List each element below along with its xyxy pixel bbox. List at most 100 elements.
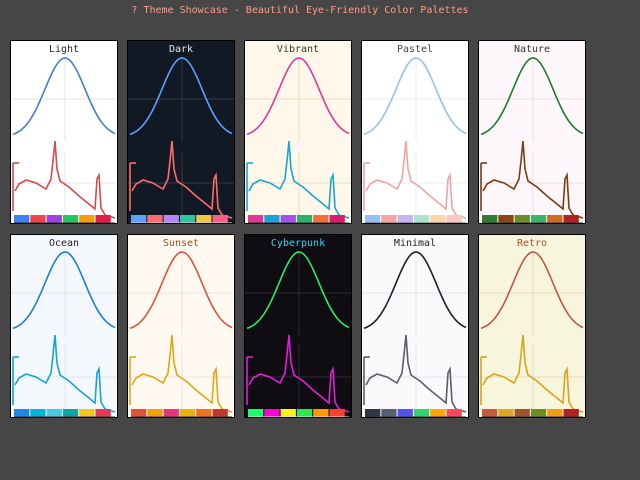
color-swatch bbox=[147, 215, 163, 223]
theme-card-nature: Nature bbox=[478, 40, 586, 224]
color-swatch bbox=[79, 215, 95, 223]
color-swatch bbox=[248, 215, 264, 223]
color-swatch bbox=[446, 409, 462, 417]
color-swatch bbox=[498, 409, 514, 417]
color-swatch bbox=[482, 409, 498, 417]
color-swatch bbox=[131, 409, 147, 417]
color-swatch bbox=[530, 409, 547, 417]
theme-name-label: Dark bbox=[168, 44, 194, 55]
theme-preview-plot bbox=[128, 251, 234, 417]
signal-wave-line bbox=[482, 334, 584, 413]
color-swatch bbox=[147, 409, 163, 417]
theme-card-cyberpunk: Cyberpunk bbox=[244, 234, 352, 418]
color-swatch bbox=[381, 215, 397, 223]
color-swatch bbox=[563, 215, 579, 223]
color-swatch bbox=[163, 409, 179, 417]
bell-curve-line bbox=[246, 57, 350, 136]
bell-curve-line bbox=[12, 57, 116, 136]
color-swatch bbox=[430, 215, 446, 223]
signal-wave-line bbox=[14, 140, 116, 219]
color-swatch bbox=[329, 215, 345, 223]
color-swatch bbox=[30, 409, 46, 417]
color-swatch bbox=[14, 409, 30, 417]
theme-preview-plot bbox=[362, 57, 468, 223]
color-swatch bbox=[95, 215, 111, 223]
color-swatch bbox=[313, 409, 329, 417]
bell-curve-line bbox=[480, 57, 584, 136]
color-swatch bbox=[381, 409, 397, 417]
color-swatch bbox=[413, 409, 430, 417]
signal-wave-line bbox=[365, 140, 467, 219]
theme-card-ocean: Ocean bbox=[10, 234, 118, 418]
bell-curve-line bbox=[129, 57, 233, 136]
color-swatch bbox=[179, 215, 196, 223]
color-swatch bbox=[498, 215, 514, 223]
signal-wave-line bbox=[248, 334, 350, 413]
color-swatch bbox=[530, 215, 547, 223]
theme-name-label: Ocean bbox=[48, 238, 80, 249]
theme-name-label: Minimal bbox=[393, 238, 437, 249]
theme-card-pastel: Pastel bbox=[361, 40, 469, 224]
color-swatch bbox=[62, 409, 79, 417]
theme-preview-plot bbox=[245, 251, 351, 417]
color-swatch bbox=[280, 409, 296, 417]
color-swatch bbox=[430, 409, 446, 417]
color-swatch bbox=[446, 215, 462, 223]
theme-card-vibrant: Vibrant bbox=[244, 40, 352, 224]
theme-preview-plot bbox=[479, 251, 585, 417]
color-swatch bbox=[313, 215, 329, 223]
theme-name-label: Pastel bbox=[396, 44, 434, 55]
theme-preview-plot bbox=[11, 57, 117, 223]
color-swatch bbox=[248, 409, 264, 417]
theme-name-label: Light bbox=[48, 44, 80, 55]
color-swatch bbox=[79, 409, 95, 417]
theme-name-label: Sunset bbox=[162, 238, 200, 249]
theme-name-label: Vibrant bbox=[276, 44, 320, 55]
signal-wave-line bbox=[131, 334, 233, 413]
theme-preview-plot bbox=[128, 57, 234, 223]
color-swatch bbox=[280, 215, 296, 223]
theme-preview-plot bbox=[479, 57, 585, 223]
color-swatch bbox=[196, 215, 212, 223]
bell-curve-line bbox=[363, 57, 467, 136]
bell-curve-line bbox=[12, 251, 116, 330]
color-swatch bbox=[329, 409, 345, 417]
signal-wave-line bbox=[14, 334, 116, 413]
theme-name-label: Cyberpunk bbox=[270, 238, 326, 249]
color-swatch bbox=[179, 409, 196, 417]
color-swatch bbox=[212, 215, 228, 223]
theme-card-retro: Retro bbox=[478, 234, 586, 418]
color-swatch bbox=[62, 215, 79, 223]
color-swatch bbox=[365, 215, 381, 223]
bell-curve-line bbox=[246, 251, 350, 330]
bell-curve-line bbox=[129, 251, 233, 330]
color-swatch bbox=[131, 215, 147, 223]
color-swatch bbox=[14, 215, 30, 223]
color-swatch bbox=[514, 215, 530, 223]
theme-preview-plot bbox=[362, 251, 468, 417]
color-swatch bbox=[196, 409, 212, 417]
color-swatch bbox=[514, 409, 530, 417]
theme-card-dark: Dark bbox=[127, 40, 235, 224]
color-swatch bbox=[296, 215, 313, 223]
signal-wave-line bbox=[482, 140, 584, 219]
theme-card-light: Light bbox=[10, 40, 118, 224]
theme-card-sunset: Sunset bbox=[127, 234, 235, 418]
color-swatch bbox=[95, 409, 111, 417]
theme-name-label: Retro bbox=[516, 238, 548, 249]
bell-curve-line bbox=[363, 251, 467, 330]
color-swatch bbox=[365, 409, 381, 417]
color-swatch bbox=[296, 409, 313, 417]
signal-wave-line bbox=[248, 140, 350, 219]
color-swatch bbox=[397, 409, 413, 417]
theme-preview-plot bbox=[245, 57, 351, 223]
app-title: ? Theme Showcase - Beautiful Eye-Friendl… bbox=[131, 5, 469, 16]
color-swatch bbox=[547, 409, 563, 417]
theme-name-label: Nature bbox=[513, 44, 551, 55]
color-swatch bbox=[264, 215, 280, 223]
bell-curve-line bbox=[480, 251, 584, 330]
color-swatch bbox=[46, 215, 62, 223]
color-swatch bbox=[413, 215, 430, 223]
color-swatch bbox=[30, 215, 46, 223]
color-swatch bbox=[212, 409, 228, 417]
